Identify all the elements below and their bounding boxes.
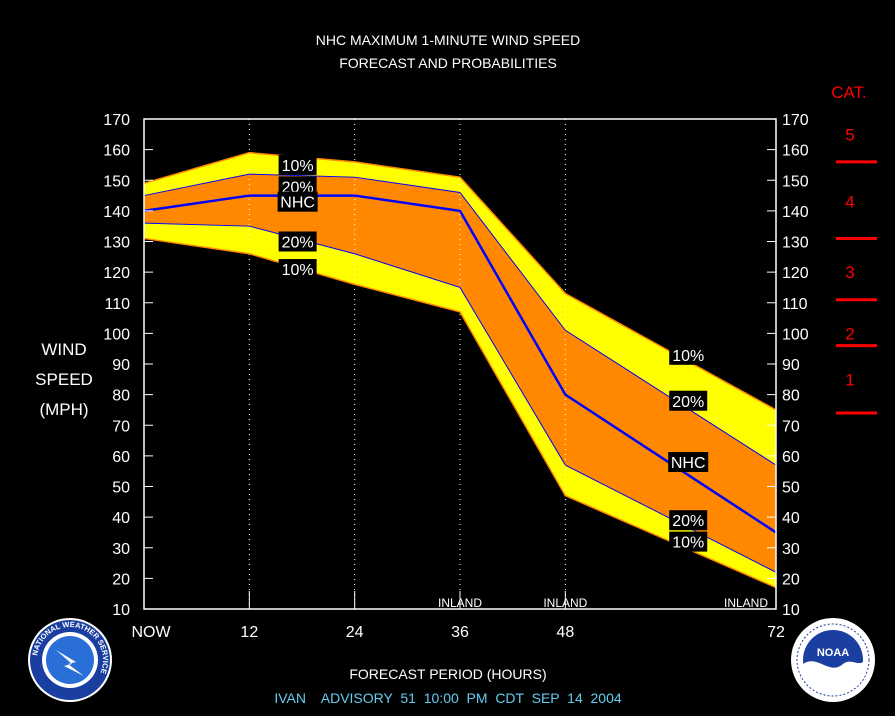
series-label: 10% [672,348,704,365]
x-axis-label: FORECAST PERIOD (HOURS) [349,666,546,682]
y-tick-label-left: 150 [103,173,130,190]
y-tick-label-left: 170 [103,112,130,129]
series-label: 20% [672,513,704,530]
y-tick-label-right: 120 [782,265,809,282]
series-line-upper-10 [143,151,777,411]
y-tick-label-right: 110 [782,296,808,313]
y-tick-label-left: 160 [103,143,130,160]
y-tick-label-right: 40 [782,510,800,527]
y-tick-label-left: 30 [112,541,130,558]
inland-marker: INLAND [724,596,768,610]
series-line-lower-10 [143,237,777,589]
category-label: 1 [845,370,854,389]
series-line-nhc [143,194,777,534]
series-label: 10% [282,262,314,279]
category-label: 2 [845,324,854,343]
y-tick-label-left: 100 [103,326,130,343]
y-tick-label-left: 140 [103,204,130,221]
series-label: 10% [282,158,314,175]
nws-logo: NATIONAL WEATHER SERVICE [28,618,112,702]
x-tick-label: 72 [767,624,785,641]
y-tick-label-right: 80 [782,388,800,405]
y-tick-label-right: 30 [782,541,800,558]
series-label: 20% [282,235,314,252]
series-label-box [669,510,708,531]
series-label-box [278,231,317,252]
chart-title: NHC MAXIMUM 1-MINUTE WIND SPEED [316,32,580,48]
inland-marker: INLAND [438,596,482,610]
y-tick-label-right: 10 [782,602,800,619]
y-tick-label-left: 50 [112,480,130,497]
series-label: 20% [672,394,704,411]
y-tick-label-right: 130 [782,235,809,252]
series-line-lower-20 [143,222,777,573]
x-tick-label: 48 [556,624,574,641]
chart-subtitle: FORECAST AND PROBABILITIES [339,55,557,71]
y-tick-label-right: 100 [782,326,809,343]
y-tick-label-left: 110 [104,296,130,313]
y-tick-label-left: 70 [112,418,130,435]
y-axis-label-line-2: SPEED [35,370,93,389]
y-axis-label-line-1: WIND [41,340,86,359]
advisory-footer: IVAN ADVISORY 51 10:00 PM CDT SEP 14 200… [274,690,622,706]
series-label: 10% [672,535,704,552]
category-label: 5 [845,125,854,144]
series-label-box [278,154,317,175]
series-label-box [278,176,317,197]
y-tick-label-right: 150 [782,173,809,190]
y-tick-label-left: 20 [112,571,130,588]
y-tick-label-left: 40 [112,510,130,527]
series-label: NHC [280,195,315,212]
y-axis-label-line-3: (MPH) [39,400,88,419]
noaa-logo-text: NOAA [817,647,849,659]
y-tick-label-right: 50 [782,480,800,497]
series-label-box [277,191,318,212]
y-tick-label-right: 170 [782,112,809,129]
category-label: 3 [845,263,854,282]
x-tick-label: 24 [346,624,364,641]
y-tick-label-right: 140 [782,204,809,221]
series-label-box [278,259,317,280]
series-label-box [669,390,708,411]
y-tick-label-right: 60 [782,449,800,466]
series-label-box [669,531,708,552]
y-tick-label-left: 130 [103,235,130,252]
series-label-box [669,344,708,365]
category-label: 4 [845,193,854,212]
x-tick-label: NOW [131,624,171,641]
y-tick-label-right: 90 [782,357,800,374]
y-tick-label-right: 160 [782,143,809,160]
x-tick-label: 12 [240,624,258,641]
y-tick-label-left: 80 [112,388,130,405]
y-tick-label-left: 120 [103,265,130,282]
y-tick-label-right: 70 [782,418,800,435]
series-label-box [668,452,709,472]
series-label: NHC [671,455,706,472]
y-tick-label-left: 10 [112,602,130,619]
inland-marker: INLAND [543,596,587,610]
band-20-percent [144,174,776,573]
noaa-logo: NOAA [791,618,875,702]
noaa-wave-icon [803,661,863,696]
category-title: CAT. [831,83,867,102]
plot-area: 10 10 20 20 30 30 40 40 50 50 60 60 70 70 80 80 90 90 100 1… [103,112,809,641]
x-tick-label: 36 [451,624,469,641]
y-tick-label-left: 60 [112,449,130,466]
series-line-upper-20 [143,173,777,466]
y-tick-label-right: 20 [782,571,800,588]
noaa-logo-text-ring [796,623,870,697]
y-tick-label-left: 90 [112,357,130,374]
